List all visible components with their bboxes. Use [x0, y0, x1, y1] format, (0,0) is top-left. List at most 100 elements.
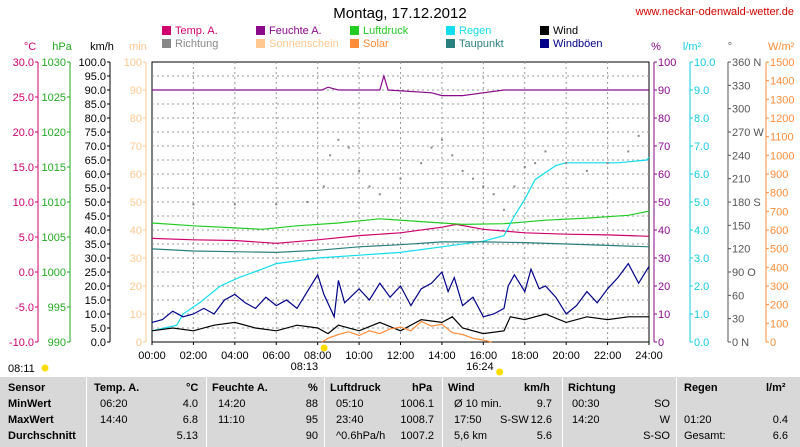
right-axis-tick-label: 40 — [658, 225, 670, 237]
left-axis-tick-label: 50 — [130, 197, 142, 209]
right-axis-tick-label: 500 — [770, 244, 788, 256]
legend-swatch-temp — [162, 26, 171, 35]
left-axis-tick-label: -10.0 — [9, 337, 34, 349]
x-tick-label-14-00: 14:00 — [428, 350, 456, 362]
x-tick-label-18-00: 18:00 — [511, 350, 539, 362]
header-regen-unit: l/m² — [766, 382, 786, 394]
series-richtung-point — [420, 162, 423, 165]
left-axis-unit-c: °C — [24, 41, 36, 53]
header-luftdruck: Luftdruck — [330, 382, 381, 394]
header-regen: Regen — [684, 382, 718, 394]
header-luftdruck-unit: hPa — [412, 382, 433, 394]
right-axis-unit-3: W/m² — [768, 41, 795, 53]
right-axis-tick-label: 0 — [770, 337, 776, 349]
left-axis-tick-label: 1000 — [42, 267, 66, 279]
left-axis-tick-label: 80.0 — [85, 113, 106, 125]
table-cell-temp-val: 5.13 — [176, 430, 198, 442]
table-cell-regen-val: 6.6 — [772, 430, 788, 442]
series-richtung-point — [471, 177, 474, 180]
legend-swatch-taupunkt — [446, 39, 455, 48]
left-axis-unit-hpa: hPa — [52, 41, 72, 53]
x-tick-label-04-00: 04:00 — [221, 350, 249, 362]
legend-label-taupunkt: Taupunkt — [459, 38, 504, 50]
left-axis-tick-label: 20.0 — [13, 127, 34, 139]
right-axis-tick-label: 30 — [732, 314, 744, 326]
right-axis-tick-label: 90 — [658, 85, 670, 97]
table-cell-richtung-val: W — [659, 414, 670, 426]
right-axis-tick-label: 5.0 — [694, 197, 709, 209]
right-axis-tick-label: 4.0 — [694, 225, 709, 237]
series-richtung-point — [192, 203, 195, 206]
left-axis-tick-label: 1020 — [42, 127, 66, 139]
left-axis-tick-label: 50.0 — [85, 197, 106, 209]
table-cell-wind-val: 12.6 — [530, 414, 552, 426]
series-richtung-point — [585, 169, 588, 172]
right-axis-tick-label: 1.0 — [694, 309, 709, 321]
left-axis-tick-label: 5.0 — [91, 323, 106, 335]
table-cell-feuchte-time: 14:20 — [218, 398, 246, 410]
left-axis-tick-label: 55.0 — [85, 183, 106, 195]
right-axis-tick-label: 270 W — [732, 127, 764, 139]
series-richtung-point — [275, 203, 278, 206]
legend-label-temp: Temp. A. — [175, 25, 218, 37]
header-feuchte: Feuchte A. — [212, 382, 268, 394]
right-axis-tick-label: 1500 — [770, 57, 794, 69]
series-richtung-point — [329, 154, 332, 157]
series-richtung-point — [461, 169, 464, 172]
right-axis-tick-label: 700 — [770, 206, 788, 218]
legend-label-wind: Wind — [553, 25, 578, 37]
series-richtung-point — [368, 185, 371, 188]
legend-label-windboeen: Windböen — [553, 38, 603, 50]
table-cell-temp-time: 06:20 — [100, 398, 128, 410]
right-axis-tick-label: 70 — [658, 141, 670, 153]
left-axis-tick-label: 10.0 — [85, 309, 106, 321]
left-axis-tick-label: 40 — [130, 225, 142, 237]
left-axis-tick-label: 90.0 — [85, 85, 106, 97]
chart-title: Montag, 17.12.2012 — [333, 5, 467, 22]
table-cell-feuchte-val: 90 — [305, 430, 318, 442]
table-cell-regen-time: Gesamt: — [684, 430, 726, 442]
legend-swatch-wind — [540, 26, 549, 35]
series-richtung-point — [440, 138, 443, 141]
series-richtung-point — [451, 154, 454, 157]
right-axis-tick-label: 1400 — [770, 76, 794, 88]
right-axis-tick-label: 80 — [658, 113, 670, 125]
left-axis-tick-label: 30.0 — [85, 253, 106, 265]
series-richtung-point — [503, 208, 506, 211]
x-tick-label-08-00: 08:00 — [304, 350, 332, 362]
right-axis-tick-label: 360 N — [732, 57, 761, 69]
right-axis-tick-label: 100 — [658, 57, 676, 69]
series-richtung-point — [606, 162, 609, 165]
table-cell-wind-time: Ø 10 min. — [454, 398, 502, 410]
sunset-marker-icon — [496, 368, 504, 376]
legend-label-regen: Regen — [459, 25, 491, 37]
right-axis-tick-label: 100 — [770, 318, 788, 330]
table-cell-feuchte-val: 88 — [305, 398, 318, 410]
right-axis-tick-label: 1000 — [770, 150, 794, 162]
legend-label-solar: Solar — [363, 38, 389, 50]
left-axis-tick-label: 1005 — [42, 232, 66, 244]
legend-swatch-sonnenschein — [256, 39, 265, 48]
series-richtung-point — [337, 138, 340, 141]
table-cell-luft-val: 1008.7 — [400, 414, 434, 426]
left-axis-tick-label: 95.0 — [85, 71, 106, 83]
right-axis-tick-label: 240 — [732, 150, 750, 162]
table-cell-wind-extra: S-SW — [500, 414, 529, 426]
right-axis-tick-label: 9.0 — [694, 85, 709, 97]
x-tick-label-16-00: 16:00 — [470, 350, 498, 362]
right-axis-tick-label: 30 — [658, 253, 670, 265]
left-axis-tick-label: 1025 — [42, 92, 66, 104]
table-cell-wind-time: 17:50 — [454, 414, 482, 426]
right-axis-tick-label: 150 — [732, 220, 750, 232]
x-tick-label-10-00: 10:00 — [345, 350, 373, 362]
website-link[interactable]: www.neckar-odenwald-wetter.de — [635, 6, 794, 18]
right-axis-tick-label: 120 — [732, 244, 750, 256]
legend-swatch-feuchte — [256, 26, 265, 35]
sunset-label: 16:24 — [466, 361, 494, 373]
left-axis-tick-label: 75.0 — [85, 127, 106, 139]
right-axis-tick-label: 8.0 — [694, 113, 709, 125]
left-axis-tick-label: 40.0 — [85, 225, 106, 237]
legend-label-luftdruck: Luftdruck — [363, 25, 409, 37]
table-cell-richtung-val: S-SO — [643, 430, 670, 442]
table-cell-luft-val: 1006.1 — [400, 398, 434, 410]
